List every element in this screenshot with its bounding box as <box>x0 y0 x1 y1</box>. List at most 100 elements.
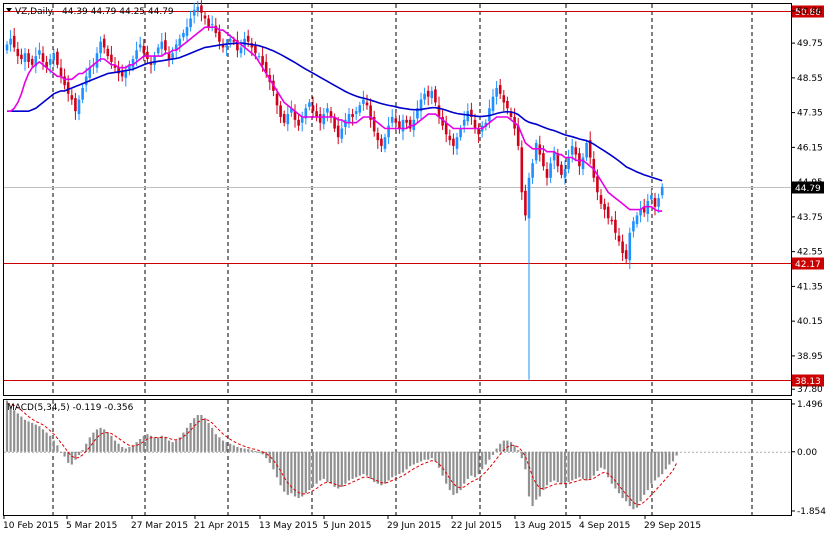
macd-bar-58 <box>214 434 217 452</box>
macd-bar-23 <box>88 437 91 452</box>
candle-body-40 <box>149 61 153 65</box>
candle-body-93 <box>340 128 344 139</box>
candle-body-131 <box>477 128 480 135</box>
macd-bar-36 <box>135 442 138 452</box>
macd-bar-143 <box>520 451 523 459</box>
candle-body-171 <box>621 241 624 254</box>
macd-bar-43 <box>160 435 163 452</box>
macd-bar-182 <box>661 451 664 475</box>
price-tick-label-1: 49.75 <box>797 39 823 49</box>
candle-body-173 <box>628 232 632 261</box>
macd-bar-51 <box>189 423 192 452</box>
candle-body-137 <box>498 85 502 94</box>
date-tick-label-9: 4 Sep 2015 <box>579 521 630 531</box>
macd-bar-91 <box>333 451 336 487</box>
macd-bar-87 <box>319 451 322 481</box>
candle-body-28 <box>106 48 110 57</box>
candle-body-124 <box>452 138 455 146</box>
macd-bar-95 <box>347 451 351 481</box>
candle-body-19 <box>74 98 77 112</box>
candle-body-110 <box>401 119 405 132</box>
candle-body-43 <box>160 41 164 49</box>
macd-bar-49 <box>182 432 185 452</box>
candle-body-45 <box>167 53 171 60</box>
candle-body-169 <box>614 219 617 233</box>
macd-bar-21 <box>81 450 84 452</box>
candle-body-108 <box>394 118 398 123</box>
candle-body-15 <box>59 67 63 77</box>
level-tag-2 <box>792 374 824 387</box>
candle-body-87 <box>318 114 322 123</box>
macd-bar-116 <box>423 451 426 460</box>
macd-bar-32 <box>121 446 124 452</box>
macd-bar-122 <box>445 451 448 484</box>
macd-bar-38 <box>142 435 145 452</box>
symbol-dropdown-icon[interactable] <box>6 8 12 12</box>
macd-bar-132 <box>481 451 484 470</box>
ohlc-values: 44.39 44.79 44.25 44.79 <box>62 7 174 17</box>
date-tick-label-0: 10 Feb 2015 <box>3 521 59 531</box>
macd-bar-149 <box>542 451 545 491</box>
macd-bar-106 <box>387 451 390 481</box>
macd-bar-140 <box>509 442 513 452</box>
macd-bar-177 <box>643 451 646 495</box>
macd-bar-120 <box>437 451 441 468</box>
candle-body-89 <box>326 108 329 113</box>
candle-body-170 <box>617 235 621 242</box>
macd-bar-48 <box>178 437 181 452</box>
macd-bar-3 <box>16 413 19 452</box>
price-tick-label-4: 46.15 <box>797 143 823 153</box>
candle-body-153 <box>556 153 560 167</box>
macd-bar-40 <box>149 435 153 452</box>
macd-bar-88 <box>322 451 325 479</box>
candle-body-167 <box>606 206 610 219</box>
macd-bar-78 <box>286 451 289 495</box>
price-tick-label-6: 43.75 <box>797 213 823 223</box>
candle-body-116 <box>423 93 426 100</box>
macd-bar-138 <box>502 440 505 452</box>
candle-body-55 <box>203 15 207 19</box>
candle-body-140 <box>509 111 513 117</box>
macd-tick-label-1: 0.00 <box>797 448 817 458</box>
candle-body-10 <box>41 53 45 62</box>
price-tick-label-2: 48.55 <box>797 74 823 84</box>
candle-body-168 <box>610 219 614 222</box>
candle-body-80 <box>293 111 297 120</box>
candle-body-97 <box>354 111 358 115</box>
macd-bar-5 <box>23 419 27 452</box>
candle-body-92 <box>336 125 340 138</box>
candle-body-161 <box>585 143 588 158</box>
macd-bar-7 <box>31 423 34 452</box>
macd-bar-180 <box>653 451 657 481</box>
date-tick-label-5: 5 Jun 2015 <box>323 521 371 531</box>
macd-bar-164 <box>596 451 599 471</box>
candle-body-118 <box>430 90 434 99</box>
macd-bar-113 <box>412 451 415 465</box>
macd-bar-146 <box>531 451 534 507</box>
candle-body-67 <box>246 35 250 42</box>
macd-bar-73 <box>268 451 271 463</box>
macd-bar-115 <box>419 451 423 462</box>
macd-tick-label-0: 1.496 <box>797 400 823 410</box>
candle-body-106 <box>387 125 390 138</box>
macd-bar-33 <box>124 448 127 452</box>
macd-bar-1 <box>9 405 12 452</box>
candle-body-51 <box>189 18 192 28</box>
macd-bar-9 <box>38 426 41 452</box>
macd-bar-47 <box>175 440 178 452</box>
price-tick-label-8: 41.35 <box>797 282 823 292</box>
candle-body-129 <box>470 109 473 117</box>
candle-body-21 <box>81 87 84 100</box>
macd-bar-19 <box>74 451 77 460</box>
candle-body-35 <box>131 59 135 68</box>
macd-bar-165 <box>599 451 603 468</box>
macd-histogram <box>4 400 791 510</box>
candle-body-34 <box>128 64 131 70</box>
macd-bar-155 <box>563 451 567 484</box>
date-tick-label-7: 22 Jul 2015 <box>451 521 502 531</box>
macd-bar-156 <box>567 451 570 483</box>
macd-bar-30 <box>113 440 117 452</box>
macd-bar-125 <box>455 451 459 494</box>
macd-bar-145 <box>527 451 531 497</box>
macd-bar-139 <box>506 440 509 452</box>
